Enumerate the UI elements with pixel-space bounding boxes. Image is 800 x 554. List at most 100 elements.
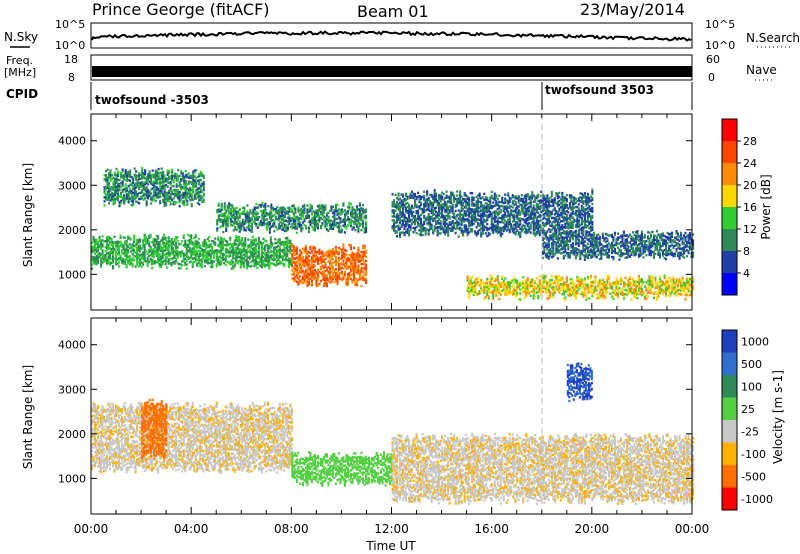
scatter-cell bbox=[345, 213, 348, 216]
scatter-cell bbox=[148, 170, 151, 173]
scatter-cell bbox=[232, 221, 235, 224]
scatter-cell bbox=[280, 212, 283, 215]
scatter-cell bbox=[297, 273, 300, 276]
scatter-cell bbox=[226, 204, 229, 208]
scatter-cell bbox=[154, 171, 157, 174]
scatter-cell bbox=[327, 219, 330, 222]
scatter-cell bbox=[260, 252, 263, 255]
scatter-cell bbox=[264, 212, 267, 216]
scatter-cell bbox=[220, 202, 223, 206]
scatter-cell bbox=[285, 209, 288, 213]
scatter-cell bbox=[138, 185, 141, 189]
scatter-cell bbox=[340, 250, 343, 254]
scatter-cell bbox=[139, 264, 142, 267]
scatter-cell bbox=[139, 262, 142, 265]
scatter-cell bbox=[408, 195, 411, 199]
scatter-cell bbox=[304, 270, 307, 274]
scatter-cell bbox=[240, 222, 243, 225]
scatter-cell bbox=[543, 194, 546, 198]
scatter-cell bbox=[358, 208, 361, 211]
scatter-cell bbox=[176, 262, 179, 265]
scatter-cell bbox=[365, 273, 368, 277]
scatter-cell bbox=[197, 241, 200, 245]
scatter-cell bbox=[309, 247, 312, 251]
scatter-cell bbox=[231, 216, 234, 219]
scatter-cell bbox=[261, 203, 264, 207]
scatter-cell bbox=[312, 257, 315, 261]
scatter-cell bbox=[405, 208, 408, 212]
scatter-cell bbox=[163, 200, 166, 203]
station-title: Prince George (fitACF) bbox=[92, 0, 270, 19]
scatter-cell bbox=[148, 190, 151, 193]
scatter-cell bbox=[279, 216, 282, 220]
scatter-cell bbox=[277, 238, 280, 242]
scatter-cell bbox=[272, 256, 275, 260]
scatter-cell bbox=[409, 224, 412, 227]
scatter-cell bbox=[121, 257, 124, 260]
scatter-cell bbox=[333, 223, 336, 226]
scatter-cell bbox=[176, 250, 179, 253]
scatter-cell bbox=[142, 174, 145, 177]
scatter-cell bbox=[175, 201, 178, 204]
scatter-cell bbox=[357, 250, 360, 253]
scatter-cell bbox=[166, 197, 169, 200]
scatter-cell bbox=[321, 204, 324, 207]
scatter-cell bbox=[193, 197, 196, 200]
scatter-cell bbox=[106, 238, 109, 241]
scatter-cell bbox=[343, 217, 346, 220]
scatter-cell bbox=[291, 208, 294, 212]
scatter-cell bbox=[265, 226, 268, 229]
scatter-cell bbox=[399, 197, 402, 200]
scatter-cell bbox=[274, 217, 277, 221]
scatter-cell bbox=[309, 273, 312, 277]
scatter-cell bbox=[324, 206, 327, 209]
scatter-cell bbox=[157, 171, 160, 175]
scatter-cell bbox=[324, 218, 327, 221]
scatter-cell bbox=[330, 205, 333, 208]
scatter-cell bbox=[346, 212, 349, 215]
scatter-cell bbox=[92, 249, 95, 253]
scatter-cell bbox=[243, 210, 246, 214]
freq-tick-high: 18 bbox=[64, 53, 78, 66]
scatter-cell bbox=[309, 209, 312, 212]
scatter-cell bbox=[336, 260, 339, 264]
scatter-cell bbox=[198, 191, 201, 194]
scatter-cell bbox=[126, 173, 129, 176]
scatter-cell bbox=[309, 221, 312, 224]
scatter-cell bbox=[316, 284, 319, 288]
scatter-cell bbox=[402, 221, 405, 224]
scatter-cell bbox=[262, 261, 265, 265]
scatter-cell bbox=[322, 278, 325, 281]
scatter-cell bbox=[256, 254, 259, 258]
scatter-cell bbox=[112, 267, 115, 270]
scatter-cell bbox=[203, 242, 206, 246]
scatter-cell bbox=[348, 202, 351, 205]
scatter-cell bbox=[312, 271, 315, 275]
scatter-cell bbox=[107, 259, 110, 263]
scatter-cell bbox=[396, 219, 399, 222]
scatter-cell bbox=[272, 252, 275, 256]
scatter-cell bbox=[406, 217, 409, 221]
scatter-cell bbox=[318, 218, 321, 221]
scatter-cell bbox=[393, 203, 396, 206]
scatter-cell bbox=[298, 269, 301, 272]
scatter-cell bbox=[209, 249, 212, 252]
scatter-cell bbox=[193, 169, 196, 172]
scatter-cell bbox=[179, 253, 182, 256]
scatter-cell bbox=[173, 254, 176, 257]
scatter-cell bbox=[164, 238, 167, 242]
scatter-cell bbox=[153, 182, 156, 185]
scatter-cell bbox=[277, 209, 280, 212]
scatter-cell bbox=[177, 168, 180, 172]
scatter-cell bbox=[351, 226, 354, 229]
scatter-cell bbox=[322, 260, 325, 263]
scatter-cell bbox=[289, 249, 292, 252]
scatter-cell bbox=[105, 173, 108, 177]
scatter-cell bbox=[330, 250, 333, 253]
scatter-cell bbox=[122, 260, 125, 263]
scatter-cell bbox=[137, 249, 140, 252]
scatter-cell bbox=[171, 198, 174, 202]
scatter-cell bbox=[343, 254, 346, 258]
scatter-cell bbox=[334, 255, 337, 259]
scatter-cell bbox=[365, 249, 368, 252]
